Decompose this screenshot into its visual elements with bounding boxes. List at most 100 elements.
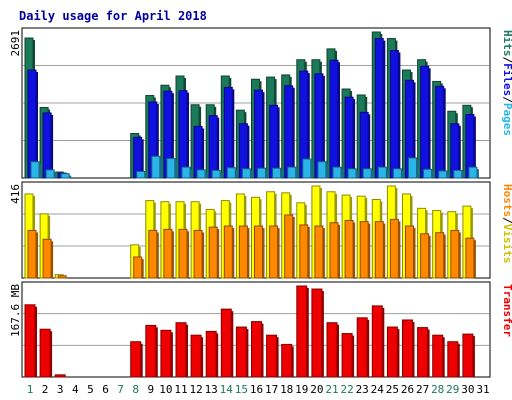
day-label-28: 28 <box>431 383 444 396</box>
bar-side <box>217 229 220 278</box>
bar-files-day-18 <box>284 85 295 179</box>
bar-face <box>392 168 402 179</box>
day-label-22: 22 <box>340 383 353 396</box>
bar-face <box>133 256 143 279</box>
day-label-9: 9 <box>147 383 154 396</box>
bar-side <box>141 139 144 178</box>
bar-side <box>159 158 162 178</box>
bar-files-day-2 <box>42 112 54 179</box>
bar-pages-day-15 <box>241 168 253 179</box>
day-label-26: 26 <box>401 383 414 396</box>
bar-side <box>171 93 174 178</box>
bar-face <box>462 333 474 378</box>
bar-face <box>377 166 387 179</box>
bar-pages-day-2 <box>45 169 57 179</box>
bar-side <box>338 62 340 178</box>
bar-face <box>151 155 161 179</box>
bar-side <box>367 319 370 377</box>
bar-transfer-day-1 <box>24 304 37 378</box>
bar-side <box>413 228 416 278</box>
bar-pages-day-13 <box>211 169 223 179</box>
day-label-27: 27 <box>416 383 429 396</box>
bar-side <box>276 337 279 377</box>
bar-pages-day-25 <box>392 168 404 179</box>
side-label-word: Pages <box>501 103 512 136</box>
bar-side <box>36 232 38 278</box>
bar-face <box>417 327 429 378</box>
bar-face <box>362 168 372 179</box>
day-label-24: 24 <box>371 383 385 396</box>
bar-side <box>250 170 253 178</box>
bar-pages-day-27 <box>423 168 434 179</box>
bar-side <box>307 73 310 178</box>
bar-hosts-day-30 <box>465 237 476 279</box>
bar-face <box>175 322 187 378</box>
bar-side <box>383 40 386 178</box>
side-label-word: Hits <box>501 30 512 57</box>
bar-hosts-day-1 <box>27 229 38 279</box>
bar-face <box>287 166 297 179</box>
bar-side <box>247 125 250 178</box>
bar-side <box>217 117 220 178</box>
bar-face <box>435 85 445 179</box>
bar-hosts-day-18 <box>284 214 295 279</box>
bar-side <box>431 171 434 178</box>
bar-face <box>272 167 282 179</box>
bar-transfer-day-10 <box>160 329 173 378</box>
bar-face <box>190 334 202 378</box>
bar-side <box>144 173 147 178</box>
bar-side <box>280 170 283 178</box>
bar-face <box>299 224 309 279</box>
bar-face <box>420 65 430 179</box>
bar-side <box>201 337 204 377</box>
bar-face <box>423 168 433 179</box>
bar-side <box>401 170 404 178</box>
bar-pages-day-16 <box>257 167 268 179</box>
bar-side <box>472 336 475 377</box>
bar-side <box>205 171 208 178</box>
max-value-label-hosts_visits: 416 <box>9 184 22 204</box>
bar-face <box>251 321 262 378</box>
bar-side <box>261 323 264 377</box>
bar-face <box>302 158 312 179</box>
bar-side <box>51 241 54 278</box>
side-label-hosts_visits: Hosts/Visits <box>501 184 512 264</box>
bar-face <box>238 225 248 279</box>
bar-side <box>353 222 356 278</box>
day-label-18: 18 <box>280 383 293 396</box>
bar-pages-day-26 <box>408 157 419 179</box>
bar-pages-day-8 <box>136 170 147 179</box>
day-label-23: 23 <box>356 383 369 396</box>
day-label-15: 15 <box>235 383 248 396</box>
bar-side <box>262 92 265 178</box>
bar-face <box>45 169 55 179</box>
bar-hosts-day-9 <box>148 229 159 279</box>
bar-side <box>397 329 400 377</box>
bar-face <box>208 115 218 179</box>
bar-face <box>254 89 263 179</box>
bar-side <box>39 163 41 178</box>
side-label-separator: / <box>501 96 512 103</box>
chart-title: Daily usage for April 2018 <box>19 9 207 23</box>
bar-side <box>416 159 419 178</box>
bar-side <box>156 104 159 178</box>
bar-face <box>420 233 430 279</box>
bar-face <box>178 90 188 179</box>
bar-hosts-day-21 <box>329 222 340 279</box>
bar-side <box>457 343 460 377</box>
bar-side <box>306 288 309 377</box>
bar-side <box>338 224 340 278</box>
bar-transfer-day-12 <box>190 334 204 378</box>
bar-face <box>314 225 324 279</box>
day-label-19: 19 <box>295 383 308 396</box>
bar-hosts-day-23 <box>359 221 371 279</box>
bar-side <box>398 52 401 178</box>
bar-files-day-25 <box>389 50 401 179</box>
bar-transfer-day-24 <box>371 305 385 378</box>
bar-side <box>69 175 72 178</box>
bar-face <box>438 170 448 179</box>
bar-side <box>141 258 144 278</box>
bar-hosts-day-11 <box>178 228 189 279</box>
bar-face <box>359 111 369 179</box>
